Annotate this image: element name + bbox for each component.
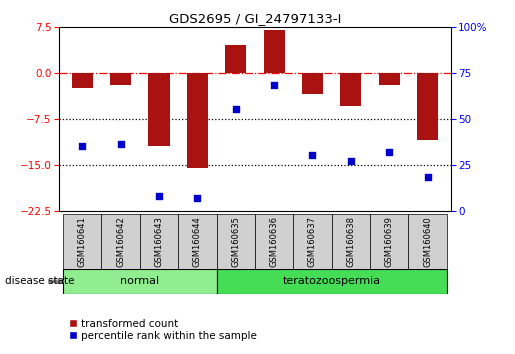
Point <box>78 143 87 149</box>
Bar <box>63 269 216 294</box>
Bar <box>417 73 438 140</box>
Bar <box>216 214 255 269</box>
Point <box>155 193 163 199</box>
Text: GSM160637: GSM160637 <box>308 216 317 267</box>
Bar <box>332 214 370 269</box>
Bar <box>187 73 208 168</box>
Point <box>347 158 355 164</box>
Bar <box>178 214 216 269</box>
Text: GSM160636: GSM160636 <box>270 216 279 267</box>
Bar <box>255 214 294 269</box>
Point <box>232 107 240 112</box>
Text: GSM160642: GSM160642 <box>116 216 125 267</box>
Bar <box>370 214 408 269</box>
Text: GSM160640: GSM160640 <box>423 216 432 267</box>
Title: GDS2695 / GI_24797133-I: GDS2695 / GI_24797133-I <box>169 12 341 25</box>
Point <box>270 82 278 88</box>
Bar <box>63 214 101 269</box>
Bar <box>264 30 285 73</box>
Bar <box>225 45 246 73</box>
Text: GSM160643: GSM160643 <box>154 216 163 267</box>
Point <box>385 149 393 155</box>
Bar <box>101 214 140 269</box>
Bar <box>340 73 362 106</box>
Bar <box>140 214 178 269</box>
Bar <box>302 73 323 94</box>
Bar <box>216 269 447 294</box>
Bar <box>110 73 131 85</box>
Bar <box>148 73 169 146</box>
Text: GSM160641: GSM160641 <box>78 216 87 267</box>
Point <box>193 195 201 201</box>
Text: normal: normal <box>120 276 159 286</box>
Point <box>423 175 432 180</box>
Text: disease state: disease state <box>5 276 75 286</box>
Bar <box>379 73 400 85</box>
Point <box>308 153 317 158</box>
Bar <box>294 214 332 269</box>
Bar <box>72 73 93 88</box>
Point <box>116 142 125 147</box>
Text: GSM160639: GSM160639 <box>385 216 394 267</box>
Text: GSM160638: GSM160638 <box>347 216 355 267</box>
Legend: transformed count, percentile rank within the sample: transformed count, percentile rank withi… <box>64 315 261 345</box>
Text: teratozoospermia: teratozoospermia <box>283 276 381 286</box>
Text: GSM160635: GSM160635 <box>231 216 240 267</box>
Text: GSM160644: GSM160644 <box>193 216 202 267</box>
Bar <box>408 214 447 269</box>
